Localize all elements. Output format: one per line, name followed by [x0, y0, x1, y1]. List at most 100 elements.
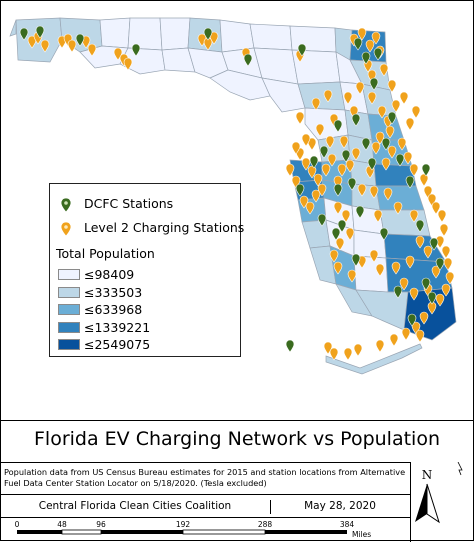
dcfc-station-marker [395, 153, 405, 167]
legend-dcfc: DCFC Stations [58, 196, 173, 213]
dcfc-station-marker [319, 145, 329, 159]
cursor-icon [457, 462, 463, 476]
north-label: N [421, 468, 433, 482]
legend-class: ≤1339221 [58, 319, 150, 335]
level2-station-marker [375, 263, 385, 277]
level2-station-marker [381, 157, 391, 171]
level2-station-marker [401, 327, 411, 341]
level2-station-marker [419, 173, 429, 187]
dcfc-station-marker [353, 37, 363, 51]
legend-class: ≤98409 [58, 266, 134, 282]
map-date: May 28, 2020 [304, 500, 376, 512]
level2-station-marker [431, 265, 441, 279]
level2-station-marker [285, 163, 295, 177]
dcfc-station-marker [361, 51, 371, 65]
dcfc-station-marker [295, 183, 305, 197]
level2-station-marker [315, 123, 325, 137]
level2-station-marker [357, 183, 367, 197]
dcfc-station-marker [331, 227, 341, 241]
dcfc-station-marker [297, 43, 307, 57]
dcfc-station-marker [309, 155, 319, 169]
legend-population-title: Total Population [56, 246, 155, 261]
dcfc-station-marker [407, 313, 417, 327]
level2-station-marker [355, 81, 365, 95]
scale-unit: Miles [352, 530, 371, 539]
level2-station-marker [307, 165, 317, 179]
organization: Central Florida Clean Cities Coalition [0, 500, 271, 514]
level2-station-marker [435, 293, 445, 307]
dcfc-station-marker [341, 149, 351, 163]
dcfc-station-marker [369, 77, 379, 91]
level2-station-marker [383, 187, 393, 201]
scale-tick-label: 192 [176, 520, 191, 529]
map-title: Florida EV Charging Network vs Populatio… [34, 428, 440, 450]
level2-station-marker [343, 91, 353, 105]
level2-station-marker [423, 245, 433, 259]
level2-station-marker [373, 209, 383, 223]
north-arrow-icon [415, 462, 463, 524]
level2-station-marker [351, 147, 361, 161]
level2-station-marker [301, 157, 311, 171]
level2-station-marker [369, 249, 379, 263]
florida-map [9, 17, 457, 375]
level2-station-marker [353, 343, 363, 357]
dcfc-station-marker [333, 183, 343, 197]
dcfc-station-marker [337, 219, 347, 233]
dcfc-station-marker [435, 257, 445, 271]
level2-station-marker [305, 201, 315, 215]
legend-class-label: ≤633968 [84, 302, 143, 317]
dcfc-station-marker [393, 285, 403, 299]
level2-station-marker [409, 163, 419, 177]
level2-station-marker [419, 311, 429, 325]
level2-station-marker [445, 271, 455, 285]
level2-station-marker [405, 117, 415, 131]
level2-station-marker [301, 133, 311, 147]
level2-station-marker [379, 63, 389, 77]
level2-station-marker [295, 111, 305, 125]
legend-swatch [58, 339, 80, 350]
level2-station-marker [27, 35, 37, 49]
level2-station-marker [371, 141, 381, 155]
level2-station-marker [393, 201, 403, 215]
level2-station-marker [323, 89, 333, 103]
level2-station-marker [391, 99, 401, 113]
level2-station-marker [409, 209, 419, 223]
dcfc-station-marker [427, 291, 437, 305]
map-legend: DCFC Stations Level 2 Charging Stations … [49, 183, 245, 357]
level2-station-marker [431, 201, 441, 215]
level2-station-marker [333, 261, 343, 275]
level2-station-marker [209, 31, 219, 45]
legend-level2-label: Level 2 Charging Stations [83, 220, 245, 235]
station-markers [19, 25, 455, 361]
level2-station-marker [345, 227, 355, 241]
info-panel: Population data from US Census Bureau es… [0, 462, 411, 542]
level2-station-marker [123, 57, 133, 71]
dcfc-station-marker [361, 137, 371, 151]
level2-station-marker [347, 269, 357, 283]
dcfc-marker-icon [60, 197, 72, 213]
level2-station-marker [87, 43, 97, 57]
level2-station-marker [387, 79, 397, 93]
level2-station-marker [329, 249, 339, 263]
level2-station-marker [329, 347, 339, 361]
scale-bar-panel: 0 48 96 192 288 384 Miles [0, 517, 410, 543]
level2-station-marker [357, 27, 367, 41]
level2-station-marker [439, 223, 449, 237]
dcfc-station-marker [381, 137, 391, 151]
level2-station-marker [325, 135, 335, 149]
dcfc-station-marker [317, 213, 327, 227]
legend-class-label: ≤1339221 [84, 319, 151, 335]
level2-station-marker [437, 209, 447, 223]
level2-station-marker [375, 339, 385, 353]
scale-tick-label: 96 [96, 520, 106, 529]
north-arrow-panel: N [410, 462, 474, 541]
legend-class: ≤333503 [58, 284, 142, 300]
dcfc-station-marker [373, 47, 383, 61]
level2-station-marker [321, 163, 331, 177]
level2-station-marker [369, 185, 379, 199]
scale-tick-label: 288 [258, 520, 273, 529]
level2-station-marker [343, 347, 353, 361]
level2-station-marker [313, 173, 323, 187]
legend-dcfc-label: DCFC Stations [83, 196, 174, 211]
legend-class: ≤633968 [58, 301, 142, 317]
